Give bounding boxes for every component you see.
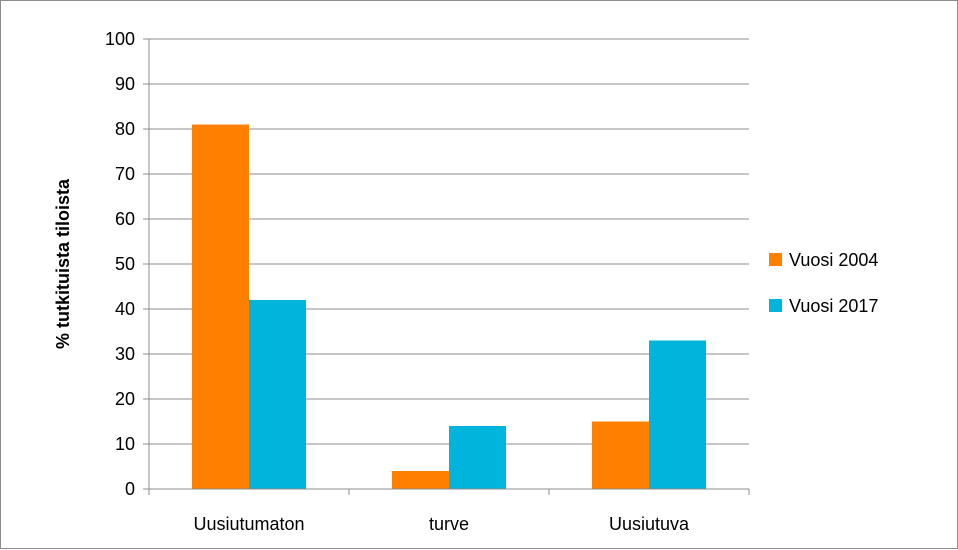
y-tick-labels: 0 10 20 30 40 50 60 70 80 90 100 [105, 29, 135, 499]
bars [192, 124, 706, 489]
x-category-label: turve [429, 514, 469, 534]
bar-uusiutumaton-vuosi-2004 [192, 124, 249, 489]
y-tick-label: 30 [115, 344, 135, 364]
axes [143, 38, 750, 495]
bar-uusiutuva-vuosi-2004 [592, 421, 649, 489]
x-category-label: Uusiutuva [609, 514, 690, 534]
bar-turve-vuosi-2017 [449, 426, 506, 489]
legend-swatch [769, 299, 782, 312]
bar-turve-vuosi-2004 [392, 471, 449, 489]
legend-swatch [769, 253, 782, 266]
y-tick-label: 60 [115, 209, 135, 229]
legend-label: Vuosi 2004 [789, 250, 878, 270]
y-tick-label: 100 [105, 29, 135, 49]
y-tick-label: 10 [115, 434, 135, 454]
y-tick-label: 50 [115, 254, 135, 274]
y-tick-label: 40 [115, 299, 135, 319]
bar-uusiutuva-vuosi-2017 [649, 340, 706, 489]
x-category-labels: Uusiutumaton turve Uusiutuva [193, 514, 690, 534]
x-category-label: Uusiutumaton [193, 514, 304, 534]
y-tick-label: 90 [115, 74, 135, 94]
bar-uusiutumaton-vuosi-2017 [249, 300, 306, 489]
y-axis-title: % tutkituista tiloista [53, 178, 73, 349]
y-tick-label: 80 [115, 119, 135, 139]
y-tick-label: 0 [125, 479, 135, 499]
y-tick-label: 20 [115, 389, 135, 409]
y-tick-label: 70 [115, 164, 135, 184]
legend: Vuosi 2004 Vuosi 2017 [769, 250, 878, 316]
legend-label: Vuosi 2017 [789, 296, 878, 316]
